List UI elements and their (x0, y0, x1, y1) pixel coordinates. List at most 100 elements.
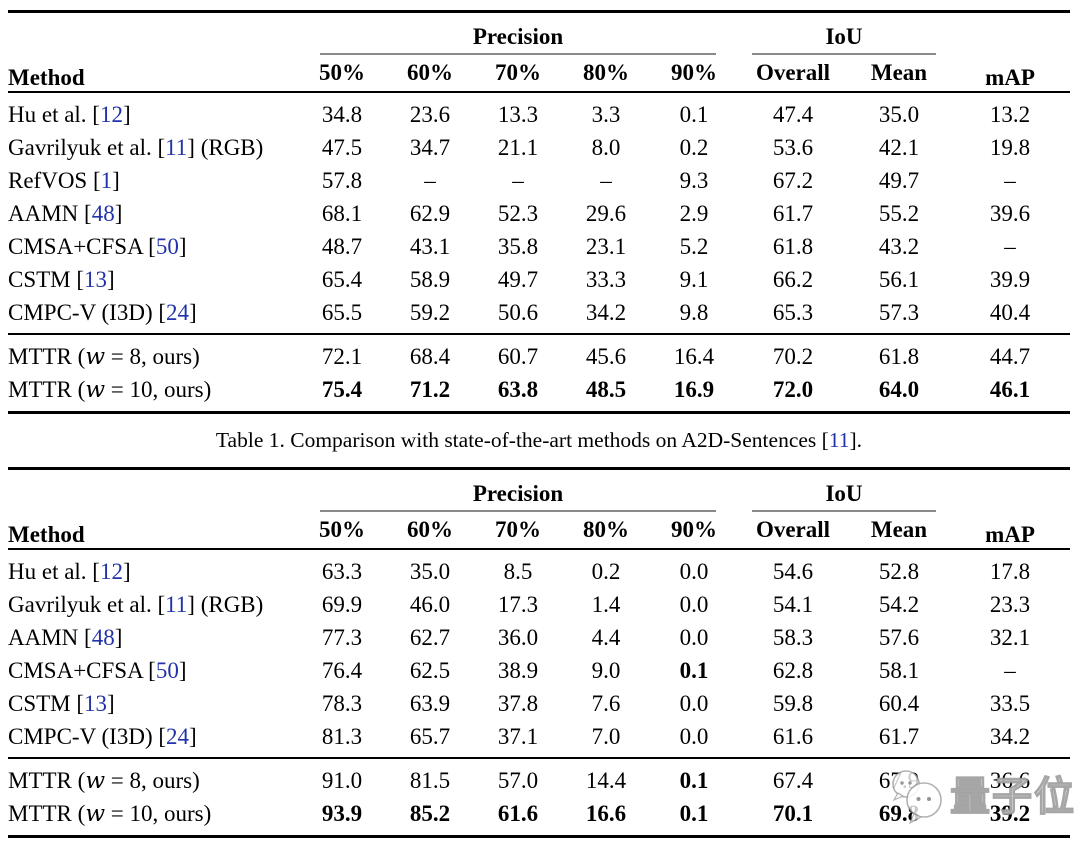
citation-link[interactable]: 50 (155, 233, 179, 259)
value-cell: 0.1 (679, 800, 709, 826)
col-group-iou: IoU (738, 469, 950, 512)
value-cell: 57.3 (878, 299, 920, 325)
citation-link[interactable]: 12 (99, 101, 123, 127)
value-cell: 62.9 (409, 200, 451, 226)
table-row: Gavrilyuk et al. [11] (RGB) 47.5 34.7 21… (8, 131, 1070, 164)
citation-link[interactable]: 13 (84, 266, 108, 292)
value-cell: 9.8 (679, 299, 709, 325)
citation-link[interactable]: 13 (84, 690, 108, 716)
citation-link[interactable]: 24 (166, 723, 190, 749)
value-cell: 68.1 (321, 200, 363, 226)
value-cell: 37.8 (497, 690, 539, 716)
citation-link[interactable]: 50 (155, 657, 179, 683)
value-cell: 34.2 (989, 723, 1031, 749)
results-table-a2d: Method Precision IoU mAP 50% 60% 70% 80%… (8, 10, 1070, 414)
method-text: ] (107, 266, 115, 292)
value-cell: 17.3 (497, 591, 539, 617)
value-cell: 48.5 (585, 376, 627, 402)
citation-link[interactable]: 48 (91, 624, 115, 650)
table-row: CMPC-V (I3D) [24] 81.3 65.7 37.1 7.0 0.0… (8, 720, 1070, 758)
method-text: ] (RGB) (187, 591, 264, 617)
value-cell: 60.4 (878, 690, 920, 716)
value-cell: 0.2 (591, 558, 621, 584)
value-cell: 29.6 (585, 200, 627, 226)
citation-link[interactable]: 48 (91, 200, 115, 226)
method-text: = 10, ours) (105, 376, 212, 402)
value-cell: 37.1 (497, 723, 539, 749)
value-cell: 65.4 (321, 266, 363, 292)
method-text: AAMN [ (8, 200, 92, 226)
value-cell: 13.3 (497, 101, 539, 127)
col-header-60pct: 60% (386, 512, 474, 550)
method-text: Gavrilyuk et al. [ (8, 591, 166, 617)
value-cell: 62.8 (772, 657, 814, 683)
value-cell: 42.1 (878, 134, 920, 160)
math-var-w: w (85, 767, 105, 794)
value-cell: 46.1 (989, 376, 1031, 402)
value-cell: 33.3 (585, 266, 627, 292)
citation-link[interactable]: 24 (166, 299, 190, 325)
method-text: ] (114, 624, 123, 650)
value-cell: 61.8 (848, 333, 950, 373)
citation-link[interactable]: 12 (99, 558, 123, 584)
value-cell: 57.0 (474, 757, 562, 797)
value-cell: 54.2 (878, 591, 920, 617)
caption-text: ]. (849, 428, 863, 452)
col-header-60pct: 60% (386, 55, 474, 93)
caption-table1: Table 1. Comparison with state-of-the-ar… (8, 426, 1070, 454)
value-cell: 54.1 (772, 591, 814, 617)
value-cell: 59.2 (409, 299, 451, 325)
method-cell: CMSA+CFSA [50] (8, 230, 298, 263)
method-text: ] (114, 200, 123, 226)
value-cell: 66.2 (772, 266, 814, 292)
col-header-90pct: 90% (650, 512, 738, 550)
value-cell: 39.2 (989, 800, 1031, 826)
value-cell: 91.0 (298, 757, 386, 797)
value-cell: 58.1 (878, 657, 920, 683)
value-cell: – (1004, 167, 1016, 193)
value-cell: 67.4 (738, 757, 848, 797)
method-text: Hu et al. [ (8, 558, 100, 584)
method-text: MTTR ( (8, 767, 86, 793)
value-cell: 21.1 (497, 134, 539, 160)
value-cell: 81.5 (386, 757, 474, 797)
value-cell: 65.3 (772, 299, 814, 325)
citation-link[interactable]: 11 (828, 428, 850, 452)
value-cell: 39.9 (989, 266, 1031, 292)
citation-link[interactable]: 11 (165, 134, 188, 160)
iou-group-label: IoU (752, 481, 936, 512)
table-row: Hu et al. [12] 63.3 35.0 8.5 0.2 0.0 54.… (8, 549, 1070, 588)
citation-link[interactable]: 1 (100, 167, 113, 193)
value-cell: – (512, 167, 524, 193)
method-cell: MTTR (w = 10, ours) (8, 797, 298, 837)
value-cell: 53.6 (772, 134, 814, 160)
value-cell: 43.1 (409, 233, 451, 259)
method-cell: CSTM [13] (8, 687, 298, 720)
method-text: = 8, ours) (105, 767, 200, 793)
value-cell: 33.5 (989, 690, 1031, 716)
value-cell: 78.3 (321, 690, 363, 716)
value-cell: 1.4 (591, 591, 621, 617)
method-text: RefVOS [ (8, 167, 101, 193)
method-text: CMPC-V (I3D) [ (8, 723, 167, 749)
value-cell: 65.5 (321, 299, 363, 325)
col-group-precision: Precision (298, 469, 738, 512)
value-cell: 45.6 (562, 333, 650, 373)
value-cell: 2.9 (679, 200, 709, 226)
table-row: AAMN [48] 77.3 62.7 36.0 4.4 0.0 58.3 57… (8, 621, 1070, 654)
value-cell: 52.3 (497, 200, 539, 226)
value-cell: 63.3 (321, 558, 363, 584)
value-cell: 62.7 (409, 624, 451, 650)
value-cell: 0.0 (679, 591, 709, 617)
table-row: CMPC-V (I3D) [24] 65.5 59.2 50.6 34.2 9.… (8, 296, 1070, 334)
table-row: CSTM [13] 78.3 63.9 37.8 7.6 0.0 59.8 60… (8, 687, 1070, 720)
value-cell: 50.6 (497, 299, 539, 325)
method-cell: MTTR (w = 8, ours) (8, 757, 298, 797)
value-cell: 44.7 (950, 333, 1070, 373)
citation-link[interactable]: 11 (165, 591, 188, 617)
value-cell: 85.2 (409, 800, 451, 826)
col-header-70pct: 70% (474, 512, 562, 550)
method-cell: CSTM [13] (8, 263, 298, 296)
method-text: ] (178, 233, 187, 259)
table-row: CMSA+CFSA [50] 76.4 62.5 38.9 9.0 0.1 62… (8, 654, 1070, 687)
